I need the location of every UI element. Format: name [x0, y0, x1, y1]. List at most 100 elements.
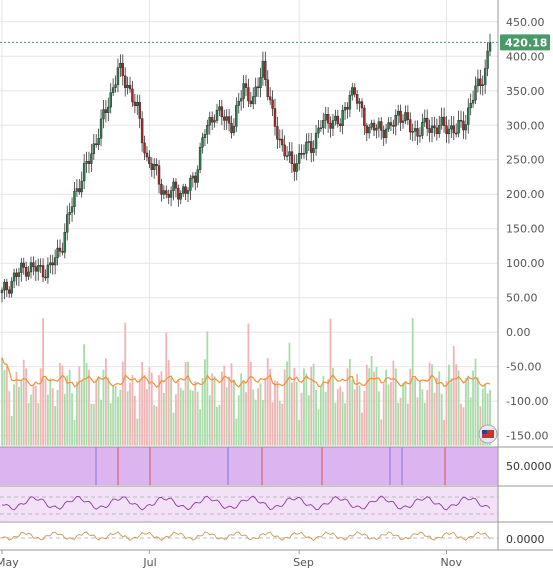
volume-bar — [230, 363, 233, 446]
price-tick-label: -150.00 — [506, 430, 548, 443]
candle-body — [29, 262, 33, 273]
candle-body — [121, 63, 124, 77]
volume-bar — [42, 318, 44, 446]
candle-body — [80, 180, 83, 193]
volume-bar — [269, 368, 272, 446]
candle-body — [133, 101, 137, 107]
candle-body — [404, 112, 407, 122]
volume-bar — [68, 369, 71, 446]
candle-body — [336, 115, 340, 125]
candle-body — [486, 50, 489, 69]
candle-body — [87, 161, 91, 164]
volume-bar — [242, 380, 245, 446]
candle-body — [75, 188, 79, 192]
volume-bar — [305, 373, 308, 446]
volume-bar — [92, 403, 95, 446]
candle-body — [353, 87, 356, 95]
volume-bar — [170, 377, 173, 446]
candle-body — [307, 141, 311, 143]
candle-body — [278, 138, 282, 141]
volume-bar — [150, 372, 153, 446]
candle-body — [421, 121, 424, 136]
volume-bar — [66, 375, 69, 446]
candle-body — [360, 101, 364, 109]
candle-body — [266, 79, 269, 97]
candle-body — [382, 130, 385, 138]
volume-bar — [394, 368, 397, 446]
candle-body — [44, 276, 47, 279]
candle-body — [70, 206, 74, 213]
candle-body — [430, 125, 434, 133]
candle-body — [215, 110, 219, 121]
volume-bar — [245, 392, 247, 446]
volume-bar — [206, 331, 209, 446]
volume-bar — [191, 390, 194, 446]
candle-body — [145, 152, 149, 158]
volume-bar — [291, 382, 293, 446]
volume-bar — [233, 379, 235, 446]
volume-bar — [288, 342, 291, 446]
candle-body — [423, 117, 426, 123]
volume-bar — [445, 380, 448, 446]
volume-bar — [51, 388, 54, 446]
candle-body — [17, 272, 21, 277]
volume-bar — [104, 358, 107, 446]
candle-body — [131, 88, 134, 103]
candle-body — [49, 262, 52, 266]
candle-body — [454, 132, 458, 135]
candle-body — [322, 119, 325, 129]
volume-bar — [262, 400, 264, 446]
volume-bar — [404, 383, 407, 446]
candle-body — [261, 60, 265, 78]
volume-bar — [138, 379, 141, 446]
candle-body — [104, 109, 108, 113]
candle-body — [300, 153, 303, 155]
volume-bar — [274, 380, 276, 446]
volume-bar — [254, 399, 257, 446]
volume-bar — [182, 390, 185, 446]
candle-body — [218, 106, 221, 111]
volume-bar — [211, 373, 214, 446]
candle-body — [181, 186, 185, 194]
candle-body — [99, 118, 103, 139]
candle-body — [230, 123, 233, 133]
volume-bar — [228, 376, 230, 446]
candle-body — [61, 251, 64, 253]
volume-bar — [56, 389, 59, 446]
volume-bar — [474, 358, 477, 446]
candle-body — [41, 265, 45, 278]
volume-ma-line — [1, 357, 491, 388]
candle-body — [162, 190, 166, 195]
candle-body — [377, 121, 381, 129]
volume-bar — [392, 360, 395, 446]
candle-body — [365, 125, 368, 134]
volume-bar — [271, 402, 274, 446]
volume-bar — [247, 323, 250, 446]
price-tick-label: -100.00 — [506, 395, 548, 408]
volume-bar — [223, 365, 226, 446]
volume-bar — [117, 396, 119, 446]
flag-icon — [478, 424, 498, 444]
volume-bar — [431, 364, 433, 446]
candle-body — [165, 190, 168, 195]
volume-bar — [455, 364, 458, 446]
volume-bar — [213, 376, 216, 446]
volume-bar — [479, 406, 482, 446]
candle-body — [290, 151, 294, 165]
volume-bar — [235, 418, 238, 446]
volume-bar — [450, 378, 453, 446]
volume-bar — [5, 365, 8, 446]
candle-body — [295, 163, 298, 172]
volume-bar — [469, 397, 472, 446]
candle-body — [312, 148, 315, 153]
volume-bar — [402, 383, 404, 446]
candle-body — [15, 272, 18, 277]
candle-body — [372, 122, 376, 131]
candle-body — [213, 120, 216, 123]
volume-bar — [133, 395, 136, 446]
candle-body — [223, 116, 226, 121]
candle-body — [227, 116, 231, 124]
candle-body — [239, 98, 243, 102]
candle-body — [179, 193, 182, 200]
volume-bar — [334, 402, 337, 446]
